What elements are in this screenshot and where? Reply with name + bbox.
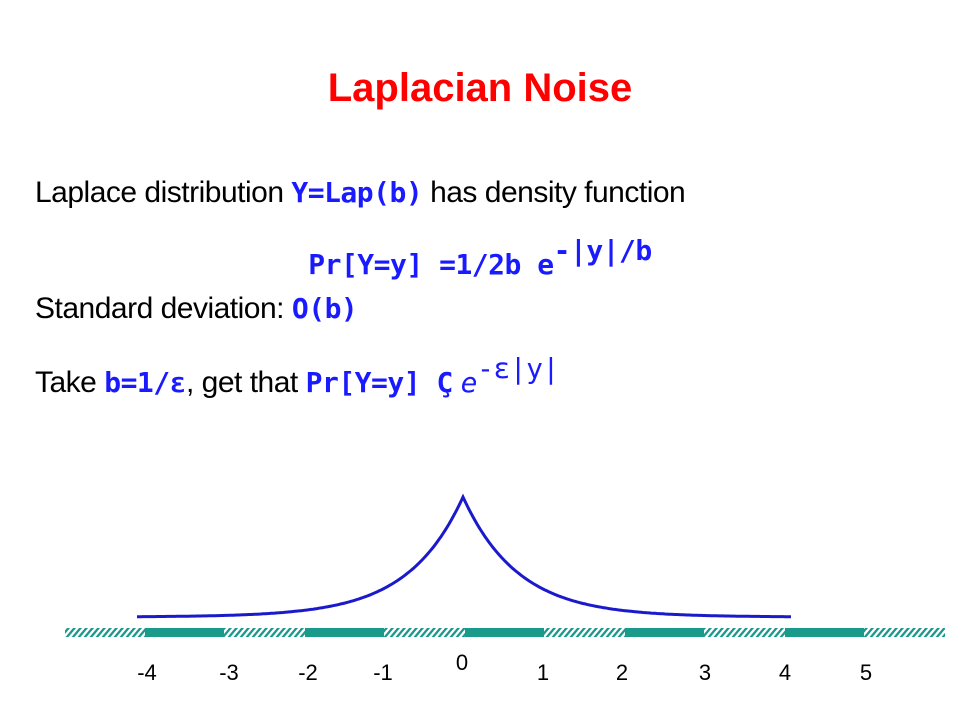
axis-label: 1	[537, 660, 549, 685]
axis-segment	[625, 628, 704, 637]
text: , get that	[186, 366, 298, 399]
exponent: -|y|/b	[553, 234, 653, 267]
axis-segments	[145, 628, 864, 637]
axis-segment	[145, 628, 224, 637]
text: Take	[35, 366, 97, 399]
text-line: Take b=1/ε, get that Pr[Y=y] Ç e-ε|y|	[35, 352, 559, 400]
density-curve	[137, 493, 791, 619]
formula: e	[460, 366, 478, 399]
axis-label: 2	[616, 660, 628, 685]
text: has density function	[430, 176, 686, 209]
axis-label: 3	[699, 660, 711, 685]
axis-segment	[785, 628, 864, 637]
axis-segment	[465, 628, 544, 637]
text-line: Pr[Y=y] =1/2b e-|y|/b	[0, 234, 960, 282]
axis-label: 4	[779, 660, 791, 685]
axis-label: -1	[373, 660, 393, 685]
axis-label: -2	[298, 660, 318, 685]
formula: Pr[Y=y] Ç	[305, 366, 454, 399]
formula: b=1/ε	[104, 366, 187, 399]
text: Laplace distribution	[35, 176, 284, 209]
axis-label: 5	[860, 660, 872, 685]
exponent: -ε|y|	[477, 352, 559, 385]
slide-title: Laplacian Noise	[327, 66, 633, 110]
axis-segment	[305, 628, 384, 637]
text: Standard deviation:	[35, 292, 285, 325]
text-line: Laplace distribution Y=Lap(b) has densit…	[35, 176, 686, 210]
axis-label: -4	[137, 660, 157, 685]
formula: O(b)	[291, 292, 358, 325]
text-line: Standard deviation: O(b)	[35, 292, 358, 326]
formula: Pr[Y=y] =1/2b e	[308, 248, 554, 281]
axis-label: -3	[219, 660, 239, 685]
formula: Y=Lap(b)	[291, 176, 423, 209]
axis-labels: -4 -3 -2 -1 0 1 2 3 4 5	[137, 650, 872, 685]
axis-label: 0	[456, 650, 468, 675]
